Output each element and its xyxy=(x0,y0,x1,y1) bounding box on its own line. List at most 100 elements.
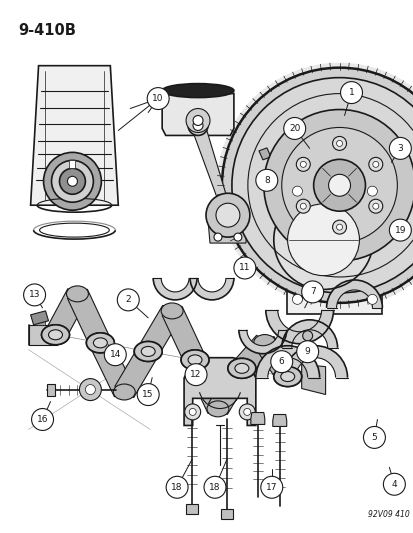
Ellipse shape xyxy=(134,342,162,361)
Ellipse shape xyxy=(180,350,209,370)
Ellipse shape xyxy=(41,325,69,345)
Circle shape xyxy=(340,82,362,103)
Circle shape xyxy=(332,220,346,234)
Circle shape xyxy=(302,331,312,341)
Circle shape xyxy=(336,224,342,230)
Text: 17: 17 xyxy=(266,483,277,492)
Polygon shape xyxy=(184,358,255,425)
Text: 14: 14 xyxy=(109,350,121,359)
Polygon shape xyxy=(326,280,382,308)
Circle shape xyxy=(296,199,309,213)
Polygon shape xyxy=(255,346,319,377)
Polygon shape xyxy=(301,365,325,394)
Circle shape xyxy=(185,364,206,385)
Circle shape xyxy=(239,404,254,420)
Ellipse shape xyxy=(46,328,64,341)
Text: 92V09 410: 92V09 410 xyxy=(367,510,408,519)
Polygon shape xyxy=(90,338,134,397)
Text: 18: 18 xyxy=(171,483,183,492)
Circle shape xyxy=(382,473,404,495)
Circle shape xyxy=(233,257,255,279)
Text: 11: 11 xyxy=(239,263,250,272)
Circle shape xyxy=(51,160,93,202)
Circle shape xyxy=(216,203,239,227)
Circle shape xyxy=(366,294,377,304)
Text: 12: 12 xyxy=(190,370,201,379)
FancyBboxPatch shape xyxy=(287,176,382,314)
Ellipse shape xyxy=(273,367,301,386)
Polygon shape xyxy=(281,320,337,348)
Polygon shape xyxy=(190,278,233,300)
Text: 16: 16 xyxy=(37,415,48,424)
Polygon shape xyxy=(46,289,87,340)
Circle shape xyxy=(328,174,350,196)
Polygon shape xyxy=(114,346,157,398)
Circle shape xyxy=(147,87,169,109)
Circle shape xyxy=(332,136,346,150)
Circle shape xyxy=(296,341,318,362)
Polygon shape xyxy=(162,94,233,135)
Text: 4: 4 xyxy=(391,480,396,489)
Polygon shape xyxy=(31,66,118,205)
Ellipse shape xyxy=(66,286,88,302)
Ellipse shape xyxy=(93,338,107,348)
Ellipse shape xyxy=(134,342,162,361)
Polygon shape xyxy=(69,160,75,168)
Circle shape xyxy=(185,109,209,133)
Text: 8: 8 xyxy=(263,176,269,185)
Circle shape xyxy=(85,385,95,394)
Polygon shape xyxy=(283,346,347,377)
Polygon shape xyxy=(28,325,56,345)
Ellipse shape xyxy=(141,346,155,357)
Circle shape xyxy=(166,477,188,498)
Circle shape xyxy=(216,63,413,308)
Circle shape xyxy=(204,477,225,498)
Text: 15: 15 xyxy=(142,390,154,399)
Ellipse shape xyxy=(139,345,157,358)
Circle shape xyxy=(192,116,202,125)
Polygon shape xyxy=(33,321,45,325)
Circle shape xyxy=(184,404,200,420)
Circle shape xyxy=(137,384,159,406)
Circle shape xyxy=(231,78,413,293)
Polygon shape xyxy=(185,504,197,514)
Polygon shape xyxy=(258,148,270,160)
Circle shape xyxy=(214,233,221,241)
Ellipse shape xyxy=(41,325,69,345)
Circle shape xyxy=(255,169,277,191)
Polygon shape xyxy=(46,384,55,395)
Circle shape xyxy=(292,294,301,304)
Ellipse shape xyxy=(234,364,248,373)
Circle shape xyxy=(67,176,77,186)
Polygon shape xyxy=(162,306,204,365)
Circle shape xyxy=(363,426,385,448)
Text: 13: 13 xyxy=(29,290,40,300)
Ellipse shape xyxy=(273,367,301,386)
Text: 7: 7 xyxy=(309,287,315,296)
Circle shape xyxy=(372,161,378,167)
Circle shape xyxy=(24,284,45,306)
Text: 6: 6 xyxy=(278,357,284,366)
Text: 3: 3 xyxy=(396,144,402,153)
Circle shape xyxy=(372,203,378,209)
Ellipse shape xyxy=(206,401,228,417)
Polygon shape xyxy=(233,335,272,376)
Polygon shape xyxy=(138,305,181,357)
Ellipse shape xyxy=(228,358,255,378)
Circle shape xyxy=(368,157,382,171)
Ellipse shape xyxy=(280,372,294,382)
Circle shape xyxy=(292,186,301,196)
Circle shape xyxy=(281,127,396,243)
Circle shape xyxy=(296,157,309,171)
Ellipse shape xyxy=(162,84,233,98)
Circle shape xyxy=(270,351,292,373)
Circle shape xyxy=(260,477,282,498)
Circle shape xyxy=(263,109,413,261)
Ellipse shape xyxy=(185,353,204,366)
Text: 2: 2 xyxy=(125,295,131,304)
Circle shape xyxy=(301,281,323,303)
Polygon shape xyxy=(208,363,251,415)
Circle shape xyxy=(366,186,377,196)
Circle shape xyxy=(117,289,139,311)
Text: 1: 1 xyxy=(348,88,354,97)
